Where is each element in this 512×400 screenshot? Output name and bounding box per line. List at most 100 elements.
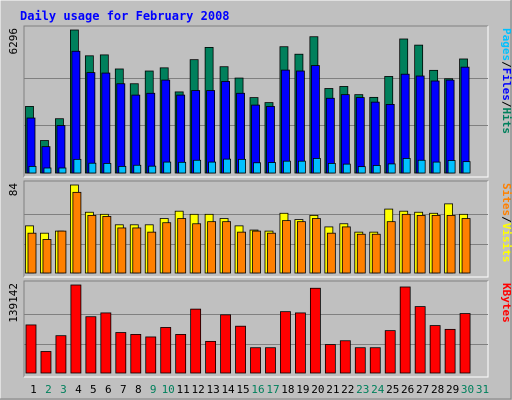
bar-kbytes <box>384 330 396 374</box>
bar-pages <box>342 163 351 174</box>
requests-legend-files: Files <box>500 68 512 101</box>
x-tick-label: 30 <box>461 383 474 396</box>
bar-pages <box>298 160 306 174</box>
bar-files <box>296 70 305 174</box>
x-tick-label: 31 <box>476 383 489 396</box>
x-tick-label: 11 <box>177 383 190 396</box>
x-tick-label: 16 <box>251 383 264 396</box>
bar-files <box>281 69 290 174</box>
bar-pages <box>223 158 231 174</box>
x-tick-label: 28 <box>431 383 444 396</box>
x-tick-label: 10 <box>162 383 175 396</box>
requests-legend-pages: Pages <box>500 28 512 61</box>
bar-kbytes <box>459 313 471 374</box>
requests-legend: Pages/Files/Hits <box>500 28 512 134</box>
bar-pages <box>43 167 52 174</box>
bar-sites <box>72 191 82 274</box>
bar-kbytes <box>324 344 336 374</box>
x-tick-label: 19 <box>296 383 309 396</box>
bar-sites <box>297 221 306 274</box>
bar-files <box>131 94 141 174</box>
bar-pages <box>402 158 411 174</box>
bar-kbytes <box>25 324 37 374</box>
bar-sites <box>341 226 351 274</box>
kbytes-legend: KBytes <box>500 283 512 323</box>
x-tick-label: 14 <box>221 383 235 396</box>
visits-legend: Sites/Visits <box>500 183 512 263</box>
bar-sites <box>162 222 172 274</box>
bar-pages <box>178 161 187 174</box>
bar-files <box>86 72 96 174</box>
bar-kbytes <box>100 312 112 374</box>
bar-pages <box>253 162 261 174</box>
bar-files <box>176 94 186 174</box>
x-tick-label: 8 <box>135 383 142 396</box>
bar-pages <box>387 163 396 174</box>
requests-legend-separator: / <box>500 101 512 108</box>
bar-files <box>415 75 425 174</box>
bar-kbytes <box>339 340 351 374</box>
bar-files <box>445 79 455 174</box>
bar-files <box>340 94 350 174</box>
x-tick-label: 18 <box>281 383 294 396</box>
bar-kbytes <box>309 287 321 374</box>
x-tick-label: 2 <box>45 383 52 396</box>
bar-sites <box>446 214 456 274</box>
x-tick-label: 27 <box>416 383 429 396</box>
bar-sites <box>192 223 202 274</box>
bar-kbytes <box>175 334 187 374</box>
visits-legend-sites: Sites <box>500 183 512 216</box>
bar-kbytes <box>295 312 306 374</box>
bar-sites <box>282 220 291 274</box>
bar-pages <box>283 160 291 174</box>
bar-files <box>161 79 171 174</box>
bar-kbytes <box>160 327 172 374</box>
bar-files <box>385 104 395 174</box>
bar-sites <box>416 214 426 274</box>
bar-files <box>310 65 320 174</box>
bar-kbytes <box>205 340 217 374</box>
bar-files <box>116 83 126 174</box>
bar-sites <box>102 216 112 274</box>
bar-pages <box>372 165 381 174</box>
bar-pages <box>148 165 157 174</box>
bar-kbytes <box>115 332 127 374</box>
bar-pages <box>133 164 142 174</box>
bar-pages <box>88 162 97 174</box>
x-tick-label: 29 <box>446 383 459 396</box>
bar-kbytes <box>130 334 142 374</box>
bar-kbytes <box>369 347 381 374</box>
bar-files <box>370 101 380 174</box>
bar-sites <box>237 231 246 274</box>
bar-files <box>101 72 111 174</box>
bar-pages <box>312 158 321 174</box>
requests-ymax-label: 6296 <box>7 28 20 55</box>
chart-title: Daily usage for February 2008 <box>20 9 230 23</box>
bar-sites <box>326 232 336 274</box>
bar-files <box>146 92 156 174</box>
bar-sites <box>57 230 67 274</box>
requests-panel-frame-shadow <box>23 25 488 177</box>
bar-files <box>26 117 36 174</box>
requests-legend-separator: / <box>500 61 512 68</box>
x-tick-label: 20 <box>311 383 324 396</box>
x-tick-label: 23 <box>356 383 369 396</box>
x-tick-label: 15 <box>236 383 249 396</box>
bar-pages <box>118 166 127 174</box>
bar-sites <box>267 232 276 274</box>
bar-pages <box>73 158 82 174</box>
requests-legend-hits: Hits <box>500 108 512 135</box>
x-tick-label: 26 <box>401 383 414 396</box>
bar-sites <box>207 221 217 274</box>
kbytes-panel-frame-light <box>24 281 489 378</box>
bar-sites <box>252 230 261 274</box>
bar-pages <box>238 158 246 174</box>
bar-pages <box>103 163 112 174</box>
x-tick-label: 6 <box>105 383 112 396</box>
x-tick-label: 9 <box>150 383 157 396</box>
bar-kbytes <box>250 347 261 374</box>
bar-files <box>71 50 81 174</box>
visits-panel-frame-light <box>24 181 489 278</box>
bar-pages <box>327 163 336 174</box>
